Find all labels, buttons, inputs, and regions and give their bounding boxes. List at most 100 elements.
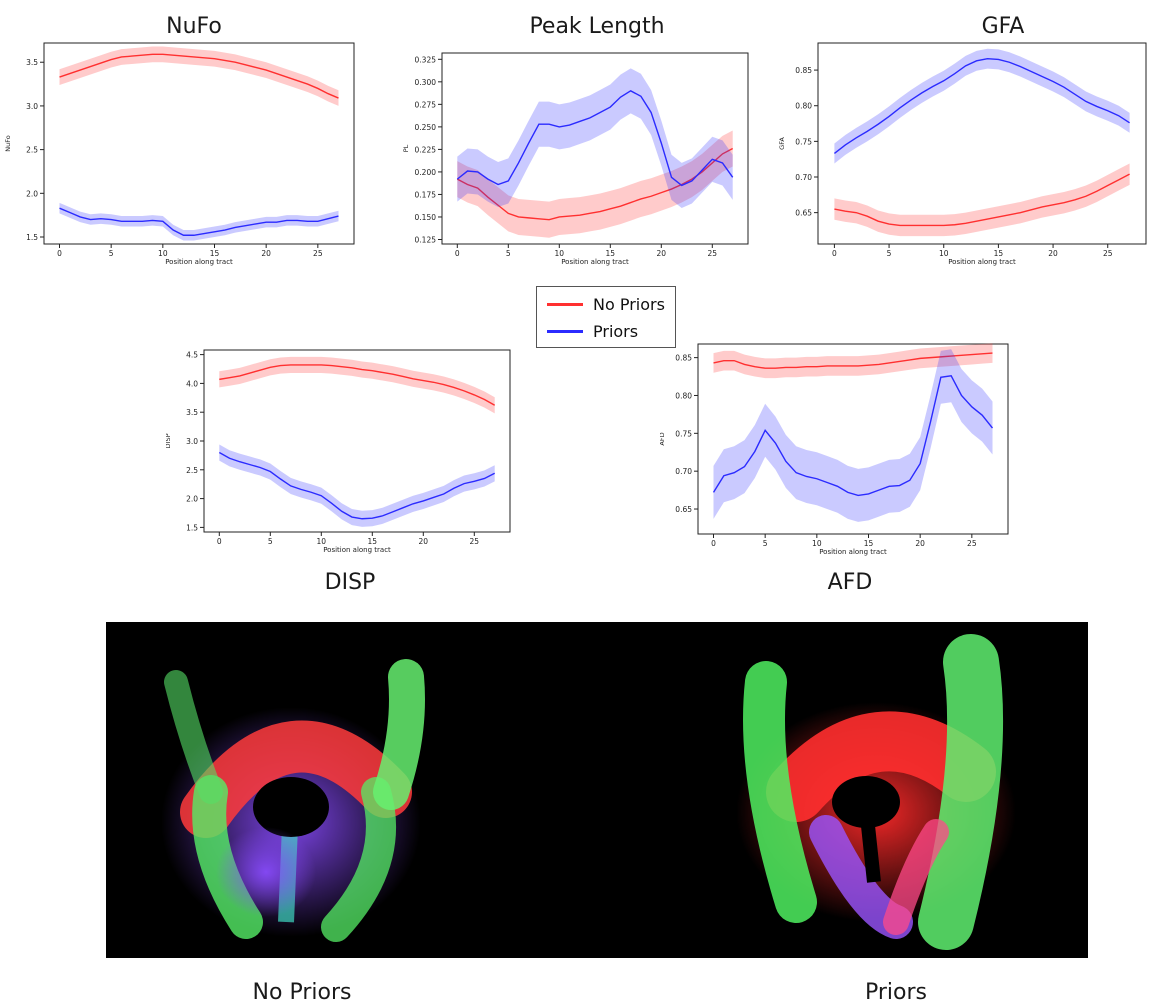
x-tick-label: 5 <box>109 249 114 258</box>
no-priors-tract <box>161 659 425 942</box>
x-tick-label: 25 <box>967 539 977 548</box>
plot-frame <box>817 42 1147 245</box>
gfa-chart: 0.65 0.70 0.75 0.80 0.85 0 5 10 15 20 25 Position a… <box>778 42 1147 266</box>
x-tick-label: 0 <box>455 249 460 258</box>
x-tick-label: 10 <box>939 249 949 258</box>
y-axis-label: GFA <box>778 137 786 150</box>
plot-frame <box>203 349 511 533</box>
x-tick-label: 0 <box>57 249 62 258</box>
legend-item-no-priors: No Priors <box>547 292 665 316</box>
y-tick-label: 0.65 <box>675 505 692 514</box>
y-tick-label: 0.275 <box>415 100 437 109</box>
y-tick-label: 0.200 <box>415 168 437 177</box>
series-line <box>456 90 734 187</box>
confidence-band <box>219 356 495 414</box>
y-axis-label: PL <box>402 144 410 152</box>
series-line <box>456 147 734 221</box>
peak-length-title: Peak Length <box>529 14 665 39</box>
y-tick-label: 0.175 <box>415 190 437 199</box>
y-tick-label: 0.75 <box>795 137 812 146</box>
x-tick-label: 5 <box>763 539 768 548</box>
x-tick-label: 15 <box>210 249 220 258</box>
tractography-panel <box>106 622 1088 958</box>
x-axis-label: Position along tract <box>165 258 233 266</box>
y-tick-label: 4.0 <box>186 379 198 388</box>
x-tick-label: 15 <box>994 249 1004 258</box>
y-tick-label: 0.70 <box>675 467 692 476</box>
y-axis-label: AFD <box>660 432 666 445</box>
x-tick-label: 20 <box>419 537 429 546</box>
disp-title: DISP <box>324 570 376 595</box>
y-tick-label: 2.0 <box>26 189 38 198</box>
x-tick-label: 10 <box>158 249 168 258</box>
y-tick-label: 4.5 <box>186 351 198 360</box>
y-tick-label: 0.70 <box>795 173 812 182</box>
x-tick-label: 25 <box>708 249 718 258</box>
x-tick-label: 15 <box>864 539 874 548</box>
afd-title: AFD <box>827 570 873 595</box>
series-line <box>713 352 993 369</box>
y-tick-label: 3.0 <box>26 102 38 111</box>
no-priors-caption: No Priors <box>252 980 352 1005</box>
y-tick-label: 0.85 <box>675 354 692 363</box>
y-tick-label: 0.125 <box>415 235 437 244</box>
plot-frame <box>43 42 355 245</box>
x-tick-label: 25 <box>1103 249 1113 258</box>
y-tick-label: 1.5 <box>26 233 38 242</box>
x-tick-label: 10 <box>555 249 565 258</box>
legend-swatch-priors <box>547 329 583 333</box>
priors-tract <box>736 634 1016 950</box>
y-tick-label: 3.0 <box>186 437 198 446</box>
confidence-band <box>219 444 495 527</box>
y-tick-label: 0.250 <box>415 123 437 132</box>
y-axis-label: NuFo <box>4 135 12 151</box>
y-tick-label: 0.80 <box>795 102 812 111</box>
y-tick-label: 2.5 <box>26 146 38 155</box>
series-line <box>59 207 339 236</box>
x-tick-label: 10 <box>812 539 822 548</box>
x-tick-label: 5 <box>506 249 511 258</box>
series-line <box>834 173 1130 227</box>
confidence-band <box>457 68 733 208</box>
y-tick-label: 0.80 <box>675 391 692 400</box>
disp-chart: 1.5 2.0 2.5 3.0 3.5 4.0 4.5 0 5 10 15 20 25 Position … <box>166 349 511 554</box>
x-tick-label: 0 <box>711 539 716 548</box>
legend-swatch-no-priors <box>547 302 583 306</box>
nufo-chart: 1.5 2.0 2.5 3.0 3.5 0 5 10 15 20 25 Position along … <box>4 42 355 266</box>
afd-chart: 0.65 0.70 0.75 0.80 0.85 0 5 10 15 20 25 Position a… <box>660 343 1009 556</box>
y-tick-label: 1.5 <box>186 523 198 532</box>
x-tick-label: 5 <box>887 249 892 258</box>
x-tick-label: 20 <box>657 249 667 258</box>
y-tick-label: 0.150 <box>415 213 437 222</box>
peak-length-chart: 0.125 0.150 0.175 0.200 0.225 0.250 0.275 0.300… <box>402 52 749 266</box>
x-axis-label: Position along tract <box>323 546 391 554</box>
y-axis-label: DISP <box>166 433 172 448</box>
x-tick-label: 20 <box>915 539 925 548</box>
legend: No Priors Priors <box>536 286 676 348</box>
x-tick-label: 25 <box>470 537 480 546</box>
x-tick-label: 25 <box>313 249 323 258</box>
y-tick-label: 0.300 <box>415 78 437 87</box>
y-tick-label: 0.85 <box>795 66 812 75</box>
y-tick-label: 3.5 <box>26 58 38 67</box>
confidence-band <box>713 349 993 522</box>
legend-item-priors: Priors <box>547 319 638 343</box>
confidence-band <box>834 48 1130 164</box>
gfa-title: GFA <box>981 14 1025 39</box>
x-tick-label: 0 <box>217 537 222 546</box>
x-tick-label: 20 <box>261 249 271 258</box>
series-line <box>218 451 496 520</box>
legend-label-priors: Priors <box>593 321 639 341</box>
y-tick-label: 2.0 <box>186 495 198 504</box>
nufo-title: NuFo <box>166 14 222 39</box>
y-tick-label: 3.5 <box>186 408 198 417</box>
confidence-band <box>713 343 993 379</box>
series-line <box>59 53 339 99</box>
series-line <box>219 364 496 406</box>
legend-label-no-priors: No Priors <box>593 294 665 314</box>
x-axis-label: Position along tract <box>948 258 1016 266</box>
plot-frame <box>697 343 1009 535</box>
x-tick-label: 5 <box>268 537 273 546</box>
x-axis-label: Position along tract <box>561 258 629 266</box>
confidence-band <box>834 163 1130 237</box>
